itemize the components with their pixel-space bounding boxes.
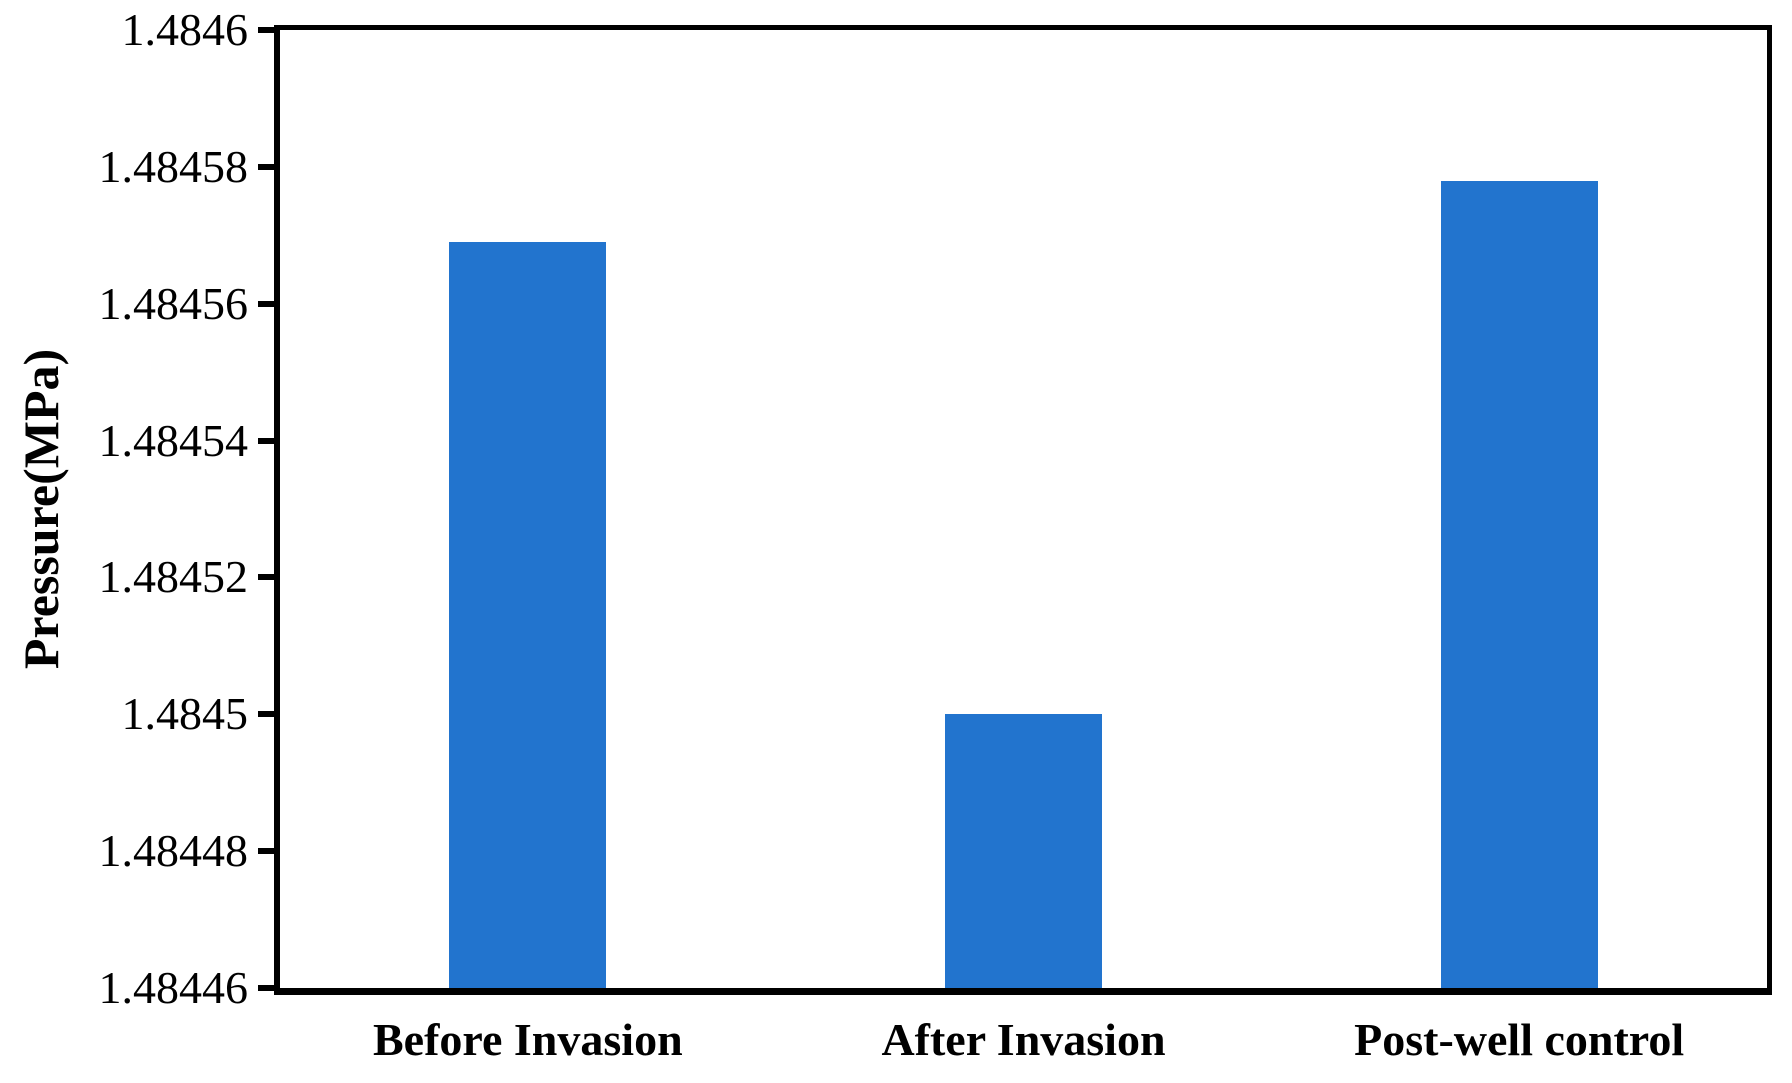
plot-area (274, 25, 1772, 995)
y-tick-mark (258, 437, 274, 444)
y-tick-label: 1.48458 (98, 140, 249, 192)
y-tick-mark (258, 711, 274, 718)
y-tick-label: 1.48446 (98, 962, 249, 1013)
y-tick-mark (258, 574, 274, 581)
x-category-label: Before Invasion (372, 1014, 683, 1065)
y-tick-label: 1.48454 (98, 414, 249, 466)
x-category-label: Post-well control (1354, 1014, 1685, 1065)
bar (449, 242, 607, 988)
y-tick-mark (258, 300, 274, 307)
y-tick-label: 1.48452 (98, 551, 249, 603)
y-axis-title: Pressure(MPa) (13, 348, 69, 670)
y-tick-label: 1.48456 (98, 277, 249, 329)
y-tick-mark (258, 848, 274, 855)
x-category-label: After Invasion (881, 1014, 1166, 1065)
y-tick-mark (258, 163, 274, 170)
y-tick-mark (258, 985, 274, 991)
y-tick-label: 1.4845 (121, 688, 249, 740)
y-tick-label: 1.4846 (121, 4, 249, 55)
bar (1440, 180, 1598, 988)
bar (945, 714, 1102, 988)
y-tick-mark (258, 27, 274, 33)
y-tick-label: 1.48448 (98, 825, 249, 877)
